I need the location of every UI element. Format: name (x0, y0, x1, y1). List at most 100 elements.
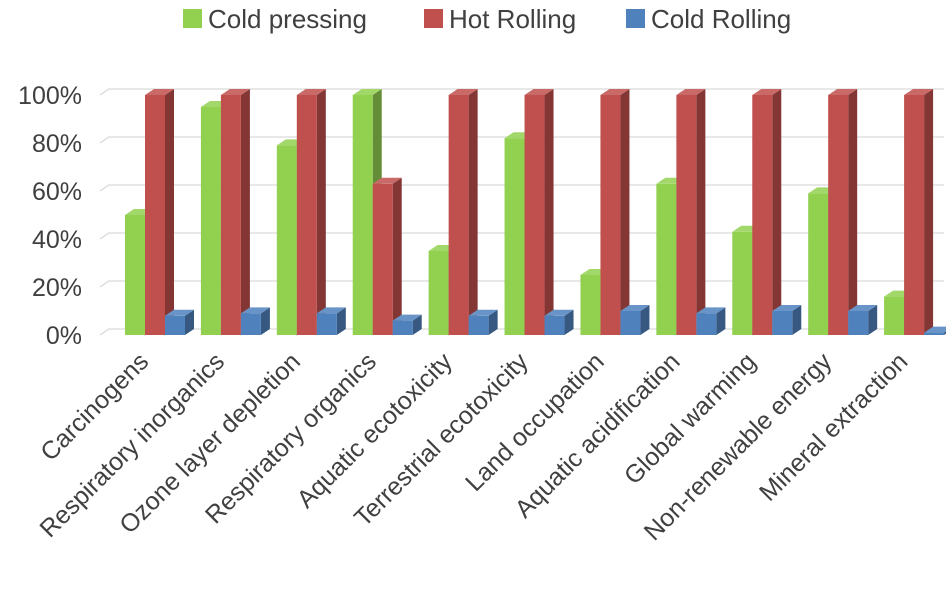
bar-front (220, 95, 241, 335)
gridline (99, 136, 944, 144)
bar (676, 89, 706, 335)
bars (125, 89, 946, 335)
bar (620, 305, 650, 335)
bar-top (924, 326, 946, 333)
bar-side (620, 89, 630, 335)
bar (828, 89, 858, 335)
bar-front (392, 320, 413, 335)
bar-side (240, 89, 250, 335)
bar-front (276, 145, 297, 335)
bar (220, 89, 250, 335)
bar-front (448, 95, 469, 335)
bar-front (524, 95, 545, 335)
bar-top (620, 305, 650, 311)
bar-side (544, 89, 554, 335)
legend: Cold pressing Hot Rolling Cold Rolling (183, 4, 791, 34)
bar-side (392, 177, 402, 335)
bar-front (676, 95, 697, 335)
bar-front (772, 311, 793, 335)
bar-side (412, 314, 422, 335)
bar-front (240, 313, 261, 335)
bar (904, 89, 934, 335)
bar (752, 89, 782, 335)
legend-swatch (424, 9, 443, 28)
bar-front (752, 95, 773, 335)
bar-front (808, 193, 829, 335)
bar-top (240, 307, 270, 314)
bar-side (564, 309, 574, 335)
legend-label: Hot Rolling (449, 4, 576, 34)
legend-swatch (183, 9, 202, 28)
x-tick-label: Land occupation (460, 347, 610, 497)
bar-top (848, 305, 878, 311)
bar (392, 314, 422, 335)
bar-top (392, 314, 422, 321)
bar-top (676, 89, 706, 95)
bar-side (185, 309, 194, 335)
bar-side (336, 307, 346, 335)
bar-side (924, 89, 934, 335)
legend-item-1: Hot Rolling (424, 4, 576, 34)
legend-item-2: Cold Rolling (626, 4, 791, 34)
bar-front (924, 332, 945, 335)
bar (165, 309, 194, 335)
y-tick-label: 40% (32, 226, 82, 254)
bar (848, 305, 878, 335)
bar-side (640, 305, 650, 335)
bar-front (884, 296, 905, 335)
bar-front (428, 251, 449, 335)
bar-side (848, 89, 858, 335)
bar (544, 309, 574, 335)
bar (524, 89, 554, 335)
x-tick-label: Mineral extraction (754, 347, 913, 506)
bar-front (580, 275, 601, 335)
bar-top (352, 89, 382, 95)
bar-top (544, 309, 574, 316)
bar-side (792, 305, 802, 335)
bar (696, 307, 726, 335)
bar (145, 89, 174, 335)
bar-side (488, 309, 498, 335)
bar-top (316, 307, 346, 314)
bar-top (904, 89, 934, 95)
bar-front (468, 315, 489, 335)
bar-side (165, 89, 174, 335)
bar-front (600, 95, 621, 335)
bar-front (125, 215, 145, 335)
y-tick-label: 80% (32, 130, 82, 158)
bar-front (504, 138, 525, 335)
bar (316, 307, 346, 335)
bar (468, 309, 498, 335)
bar-side (468, 89, 478, 335)
bar-top (524, 89, 554, 95)
bar (240, 307, 270, 335)
bar-front (732, 231, 753, 335)
y-tick-label: 20% (32, 274, 82, 302)
bar (448, 89, 478, 335)
bar-front (656, 183, 677, 335)
bar-top (448, 89, 478, 95)
bar-top (220, 89, 250, 95)
bar-front (904, 95, 925, 335)
bar (600, 89, 630, 335)
bar-front (696, 313, 717, 335)
bar-front (165, 315, 185, 335)
bar-top (696, 307, 726, 314)
bar-top (828, 89, 858, 95)
legend-label: Cold pressing (208, 4, 367, 34)
bar-top (372, 177, 402, 184)
bar-side (716, 307, 726, 335)
legend-label: Cold Rolling (651, 4, 791, 34)
y-tick-label: 0% (46, 322, 82, 350)
bar-front (544, 315, 565, 335)
bar (772, 305, 802, 335)
bar-front (848, 311, 869, 335)
gridline (99, 88, 944, 96)
bar (372, 177, 402, 335)
bar-top (772, 305, 802, 311)
bar-top (165, 309, 194, 316)
bar-front (316, 313, 337, 335)
bar-front (296, 95, 317, 335)
bar-front (828, 95, 849, 335)
